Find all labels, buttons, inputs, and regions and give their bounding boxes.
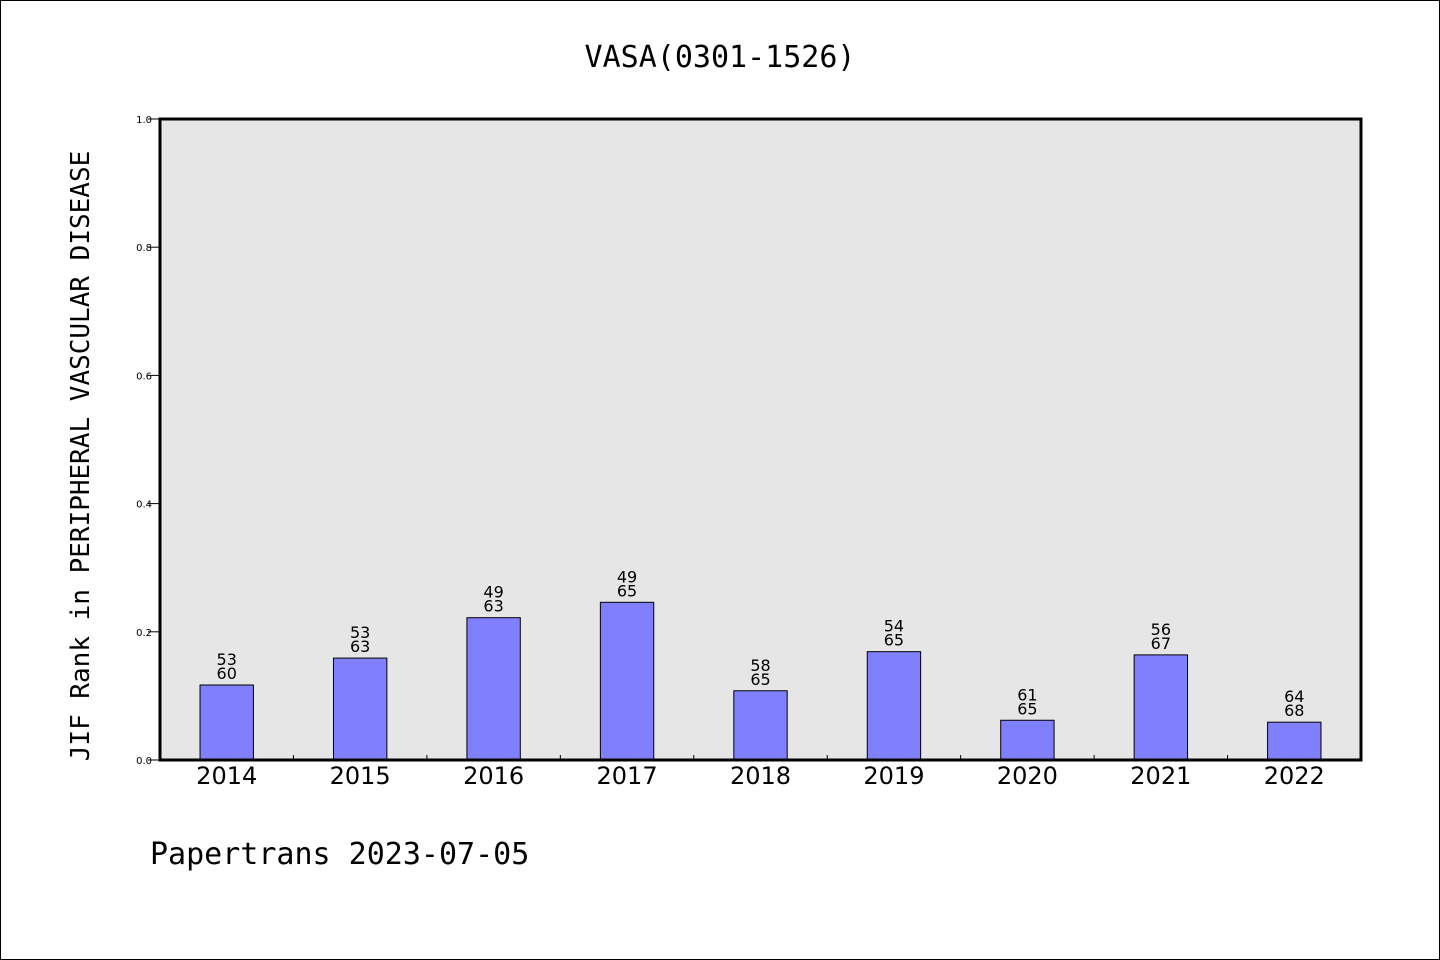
bar-data-label: 61 xyxy=(1017,685,1037,704)
x-tick-label: 2021 xyxy=(1130,762,1191,790)
bar-data-label: 63 xyxy=(350,637,370,656)
bar xyxy=(599,601,655,761)
plot-border xyxy=(158,117,1363,762)
bar-data-label: 68 xyxy=(1284,701,1304,720)
y-tick-label: 0.8 xyxy=(136,243,152,254)
bar-data-label: 53 xyxy=(217,650,237,669)
footer-credit: Papertrans 2023-07-05 xyxy=(150,837,529,872)
bar-data-label: 49 xyxy=(483,583,503,602)
bar-data-label: 65 xyxy=(884,631,904,650)
y-tick-label: 0.6 xyxy=(136,371,152,382)
y-axis-ticks: 0.0 0.2 0.4 0.6 0.8 1.0 xyxy=(136,115,160,767)
x-tick-label: 2019 xyxy=(863,762,924,790)
x-tick-label: 2014 xyxy=(196,762,257,790)
y-tick-label: 0.2 xyxy=(136,628,152,639)
bar-series xyxy=(199,601,1322,761)
x-tick-label: 2018 xyxy=(730,762,791,790)
bar xyxy=(1267,721,1322,761)
bar-data-label: 64 xyxy=(1284,687,1304,706)
y-tick-label: 0.4 xyxy=(136,500,152,511)
y-axis-label: JIF Rank in PERIPHERAL VASCULAR DISEASE xyxy=(66,151,96,761)
bar xyxy=(466,617,521,761)
bar-data-label: 58 xyxy=(750,656,770,675)
bar xyxy=(1133,654,1189,761)
bar-data-label: 67 xyxy=(1151,634,1171,653)
bar xyxy=(199,684,254,761)
x-axis-ticks: 2014 2015 2016 2017 2018 2019 2020 2021 2022 xyxy=(196,755,1325,790)
bar-data-label: 60 xyxy=(217,664,237,683)
bar-data-label: 49 xyxy=(617,567,637,586)
bar-data-label: 65 xyxy=(617,581,637,600)
x-tick-label: 2015 xyxy=(330,762,391,790)
x-tick-label: 2017 xyxy=(597,762,658,790)
chart-title: VASA(0301-1526) xyxy=(585,40,856,75)
bar xyxy=(1000,719,1055,761)
plot-area xyxy=(160,119,1361,760)
x-tick-label: 2020 xyxy=(997,762,1058,790)
y-tick-label: 1.0 xyxy=(136,115,152,126)
x-tick-label: 2016 xyxy=(463,762,524,790)
bar-data-label: 63 xyxy=(483,597,503,616)
bar xyxy=(866,651,922,761)
y-tick-label: 0.0 xyxy=(136,756,152,767)
bar xyxy=(733,690,788,761)
bar xyxy=(332,657,388,761)
bar-data-label: 56 xyxy=(1151,620,1171,639)
bar-data-label: 65 xyxy=(1017,699,1037,718)
bar-data-label: 53 xyxy=(350,623,370,642)
bar-data-label: 54 xyxy=(884,617,904,636)
bar-data-label: 65 xyxy=(750,670,770,689)
x-tick-label: 2022 xyxy=(1264,762,1325,790)
